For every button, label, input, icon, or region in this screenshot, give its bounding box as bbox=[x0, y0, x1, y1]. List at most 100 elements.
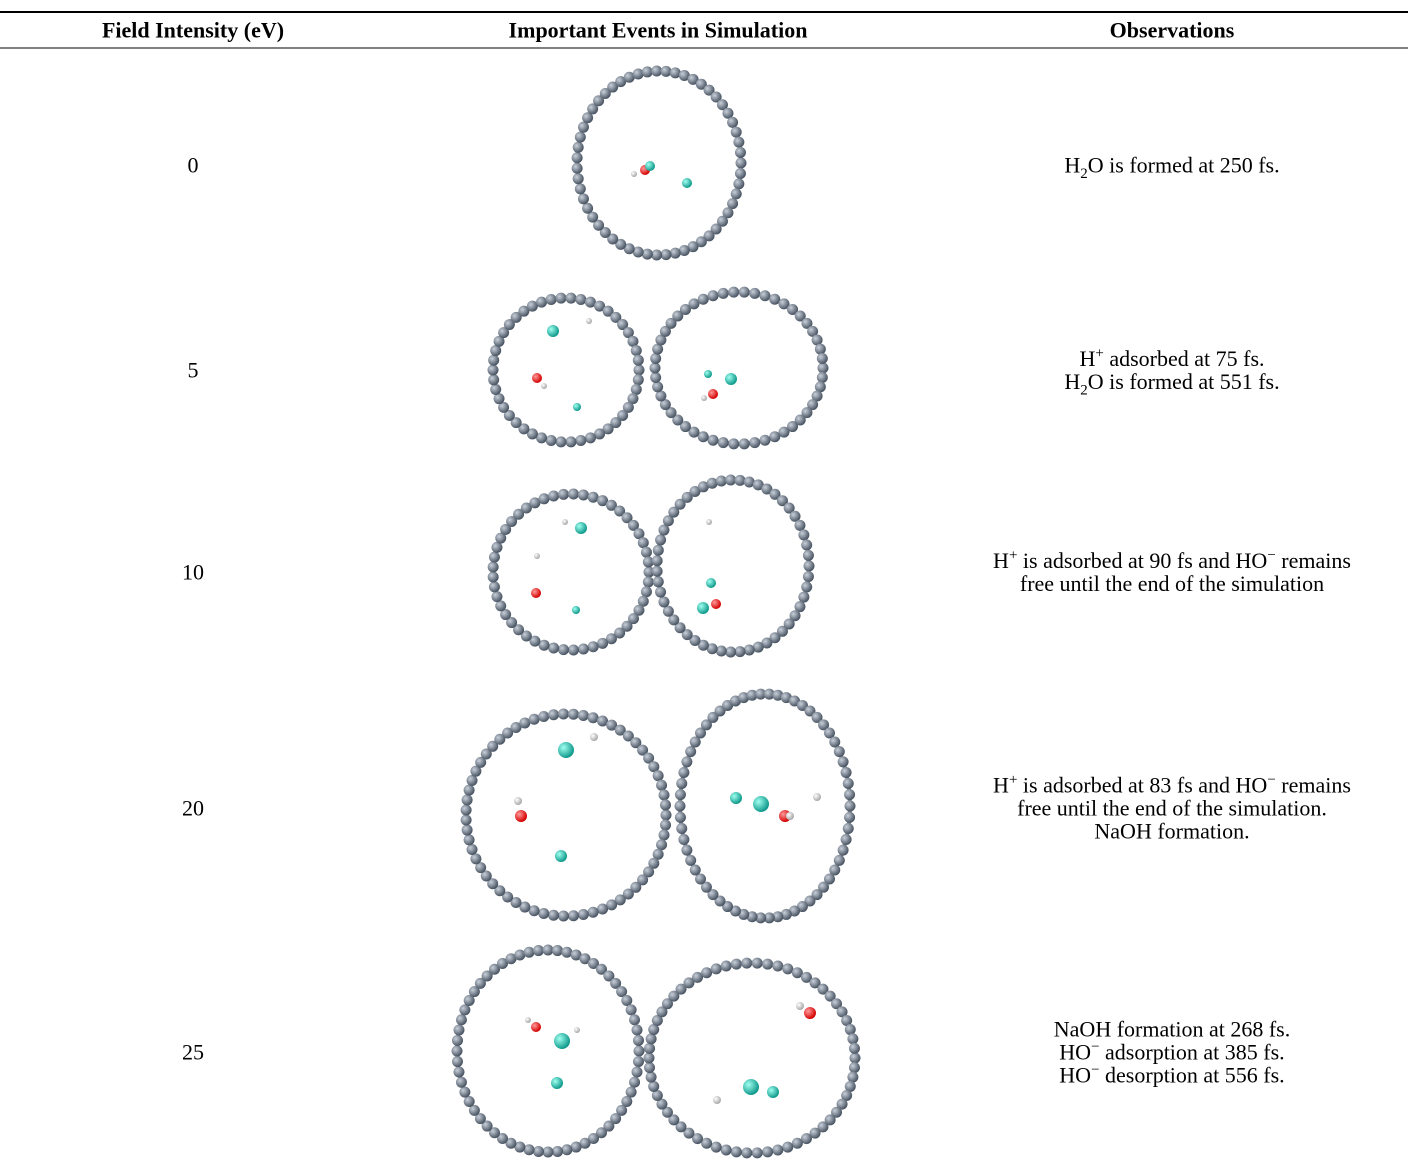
carbon-atom bbox=[783, 502, 795, 514]
carbon-atom bbox=[817, 362, 829, 374]
text: HO bbox=[1059, 1039, 1092, 1065]
carbon-atom bbox=[488, 374, 500, 386]
carbon-atom bbox=[468, 1104, 480, 1116]
carbon-atom bbox=[599, 87, 611, 99]
carbon-atom bbox=[710, 1141, 722, 1153]
carbon-atom bbox=[809, 977, 821, 989]
carbon-atom bbox=[579, 953, 591, 965]
atom bbox=[525, 1017, 531, 1023]
carbon-atom bbox=[804, 705, 816, 717]
carbon-atom bbox=[548, 709, 560, 721]
carbon-atom bbox=[455, 1076, 467, 1088]
carbon-atom bbox=[644, 1042, 656, 1054]
carbon-atom bbox=[700, 719, 712, 731]
carbon-atom bbox=[847, 1033, 859, 1045]
column-header: Observations bbox=[1109, 17, 1235, 43]
carbon-atom bbox=[761, 637, 773, 649]
carbon-atom bbox=[720, 1144, 732, 1156]
carbon-atom bbox=[817, 1121, 829, 1133]
carbon-atom bbox=[658, 596, 670, 608]
carbon-atom bbox=[716, 99, 728, 111]
carbon-atom bbox=[487, 364, 499, 376]
carbon-atom bbox=[614, 894, 626, 906]
carbon-atom bbox=[800, 971, 812, 983]
carbon-atom bbox=[692, 971, 704, 983]
carbon-atom bbox=[494, 733, 506, 745]
atom bbox=[786, 812, 794, 820]
atom bbox=[682, 178, 692, 188]
carbon-atom bbox=[658, 829, 670, 841]
carbon-atom bbox=[633, 604, 645, 616]
carbon-atom bbox=[558, 910, 570, 922]
carbon-atom bbox=[816, 372, 828, 384]
carbon-atom bbox=[662, 605, 674, 617]
carbon-atom bbox=[849, 1052, 861, 1064]
carbon-atom bbox=[674, 622, 686, 634]
carbon-atom bbox=[616, 986, 628, 998]
atom bbox=[514, 797, 522, 805]
carbon-atom bbox=[490, 383, 502, 395]
atom bbox=[531, 1022, 541, 1032]
carbon-atom bbox=[616, 1104, 628, 1116]
carbon-atom bbox=[632, 68, 644, 80]
carbon-atom bbox=[780, 908, 792, 920]
carbon-atom bbox=[648, 857, 660, 869]
carbon-atom bbox=[528, 713, 540, 725]
carbon-atom bbox=[685, 854, 697, 866]
carbon-atom bbox=[513, 624, 525, 636]
carbon-atom bbox=[751, 957, 763, 969]
text: remains bbox=[1275, 772, 1351, 798]
carbon-atom bbox=[655, 534, 667, 546]
carbon-atom bbox=[841, 1015, 853, 1027]
carbon-atom bbox=[752, 479, 764, 491]
superscript: − bbox=[1267, 772, 1276, 789]
carbon-atom bbox=[840, 766, 852, 778]
carbon-atom bbox=[688, 426, 700, 438]
table-cell: 20 bbox=[182, 797, 204, 820]
carbon-atom bbox=[587, 641, 599, 653]
carbon-atom bbox=[741, 957, 753, 969]
carbon-atom bbox=[610, 1113, 622, 1125]
carbon-atom bbox=[623, 71, 635, 83]
carbon-atom bbox=[490, 345, 502, 357]
observation-line: H2O is formed at 551 fs. bbox=[1064, 370, 1279, 398]
carbon-atom bbox=[605, 633, 617, 645]
carbon-atom bbox=[844, 800, 856, 812]
atom bbox=[573, 403, 581, 411]
atom bbox=[531, 588, 541, 598]
carbon-atom bbox=[628, 519, 640, 531]
carbon-atom bbox=[497, 1132, 508, 1144]
carbon-atom bbox=[651, 1015, 663, 1027]
carbon-atom bbox=[831, 1106, 843, 1118]
carbon-atom bbox=[660, 249, 672, 261]
carbon-atom bbox=[510, 896, 522, 908]
carbon-atom bbox=[842, 777, 854, 789]
carbon-atom bbox=[678, 766, 690, 778]
carbon-atom bbox=[487, 561, 499, 573]
carbon-atom bbox=[627, 335, 639, 347]
carbon-atom bbox=[470, 765, 482, 777]
carbon-atom bbox=[523, 946, 535, 958]
carbon-atom bbox=[558, 488, 570, 500]
carbon-atom bbox=[841, 1089, 853, 1101]
carbon-atom bbox=[460, 814, 472, 826]
carbon-atom bbox=[633, 1056, 645, 1068]
carbon-atom bbox=[649, 362, 661, 374]
carbon-atom bbox=[487, 571, 499, 583]
carbon-atom bbox=[798, 529, 810, 541]
carbon-atom bbox=[629, 1014, 641, 1026]
carbon-atom bbox=[725, 474, 737, 486]
carbon-atom bbox=[502, 727, 514, 739]
carbon-atom bbox=[727, 116, 739, 128]
carbon-atom bbox=[687, 73, 699, 85]
carbon-atom bbox=[577, 643, 589, 655]
carbon-atom bbox=[725, 646, 737, 658]
observation-line: NaOH formation at 268 fs. bbox=[1054, 1018, 1290, 1041]
carbon-atom bbox=[577, 121, 589, 133]
carbon-atom bbox=[588, 958, 599, 970]
carbon-atom bbox=[823, 727, 835, 739]
subscript: 2 bbox=[1080, 382, 1088, 399]
observation-line: H+ is adsorbed at 90 fs and HO− remains bbox=[993, 548, 1351, 572]
carbon-atom bbox=[650, 352, 662, 364]
carbon-atom bbox=[510, 417, 522, 429]
